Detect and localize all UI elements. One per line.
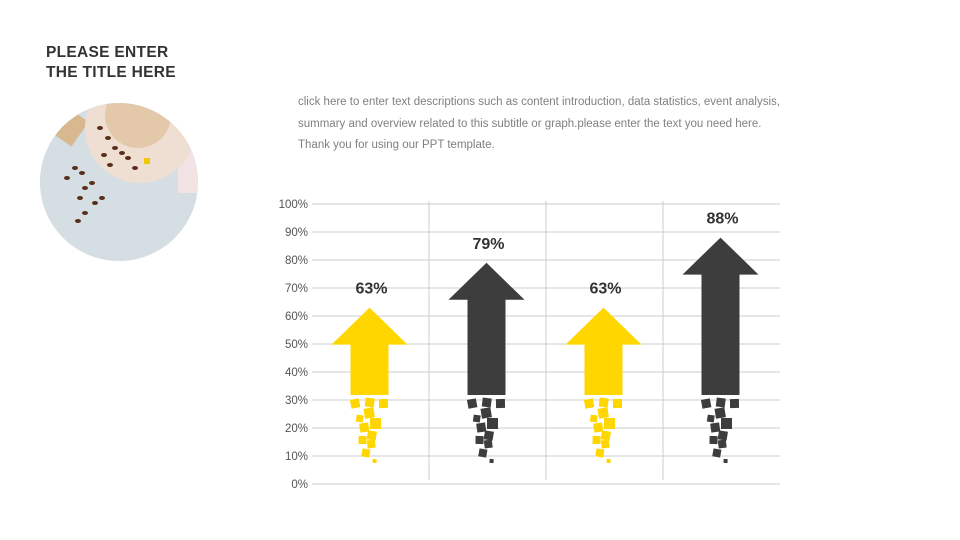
arrow-particle — [710, 422, 721, 433]
coffee-photo — [40, 103, 198, 261]
arrow-particle — [480, 407, 492, 419]
coffee-illustration — [40, 103, 198, 261]
arrow-particle — [476, 422, 487, 433]
arrow-particle — [583, 398, 595, 409]
arrow-particle — [355, 414, 364, 423]
arrow-particle — [366, 439, 376, 449]
arrow-particle — [589, 414, 598, 423]
arrow-particle — [372, 458, 377, 464]
arrow-particle — [592, 435, 601, 445]
arrow-particle — [487, 418, 498, 429]
arrow-particle — [721, 418, 732, 429]
y-tick-label: 0% — [291, 479, 308, 491]
arrow-particle — [715, 397, 726, 408]
arrow-particle — [717, 430, 728, 441]
arrow-particle — [483, 439, 493, 449]
y-tick-label: 10% — [285, 451, 308, 463]
arrow-particle — [700, 398, 712, 409]
arrow-particle — [600, 439, 610, 449]
arrow-particle — [606, 458, 611, 464]
arrow-particle — [361, 448, 371, 458]
y-tick-label: 70% — [285, 283, 308, 295]
arrow-particle — [495, 398, 506, 409]
arrow-particle — [612, 398, 623, 409]
arrow-particle — [478, 448, 488, 458]
y-tick-label: 40% — [285, 367, 308, 379]
data-label: 63% — [355, 281, 387, 298]
arrow-particle — [481, 397, 492, 408]
arrow-particle — [598, 397, 609, 408]
arrow-particle — [475, 435, 484, 445]
arrow-bar — [448, 262, 525, 395]
arrow-particle — [729, 398, 740, 409]
arrow-particle — [466, 398, 478, 409]
arrow-particle — [723, 458, 728, 464]
description: click here to enter text descriptions su… — [298, 92, 838, 157]
data-label: 79% — [472, 236, 504, 253]
arrow-particle — [366, 430, 377, 441]
description-line-3: Thank you for using our PPT template. — [298, 139, 495, 151]
arrow-particle — [595, 448, 605, 458]
y-tick-label: 80% — [285, 255, 308, 267]
arrow-particle — [370, 418, 381, 429]
arrow-particle — [593, 422, 604, 433]
arrow-particle — [363, 407, 375, 419]
arrow-particle — [600, 430, 611, 441]
arrow-particle — [364, 397, 375, 408]
arrow-particle — [378, 398, 389, 409]
arrow-particle — [714, 407, 726, 419]
y-tick-label: 90% — [285, 227, 308, 239]
arrow-particle — [489, 458, 494, 464]
y-tick-label: 60% — [285, 311, 308, 323]
arrow-bar — [565, 307, 642, 395]
arrow-particle — [358, 435, 367, 445]
y-tick-label: 30% — [285, 395, 308, 407]
arrow-particle — [472, 414, 481, 423]
arrow-particle — [717, 439, 727, 449]
arrow-bar — [331, 307, 408, 395]
arrow-particle — [597, 407, 609, 419]
title-line-2: THE TITLE HERE — [46, 64, 176, 81]
data-label: 88% — [706, 211, 738, 228]
arrow-particle — [604, 418, 615, 429]
description-line-2: summary and overview related to this sub… — [298, 117, 762, 130]
data-label: 63% — [589, 281, 621, 298]
y-tick-label: 50% — [285, 339, 308, 351]
page-title: PLEASE ENTER THE TITLE HERE — [46, 43, 176, 83]
arrow-particle — [709, 435, 718, 445]
arrow-particle — [706, 414, 715, 423]
description-line-1: click here to enter text descriptions su… — [298, 96, 780, 108]
arrow-particle — [349, 398, 361, 409]
arrow-particle — [483, 430, 494, 441]
y-tick-label: 20% — [285, 423, 308, 435]
title-line-1: PLEASE ENTER — [46, 44, 169, 61]
arrow-bar — [682, 237, 759, 395]
arrow-particle — [712, 448, 722, 458]
arrow-particle — [359, 422, 370, 433]
y-tick-label: 100% — [279, 199, 308, 211]
